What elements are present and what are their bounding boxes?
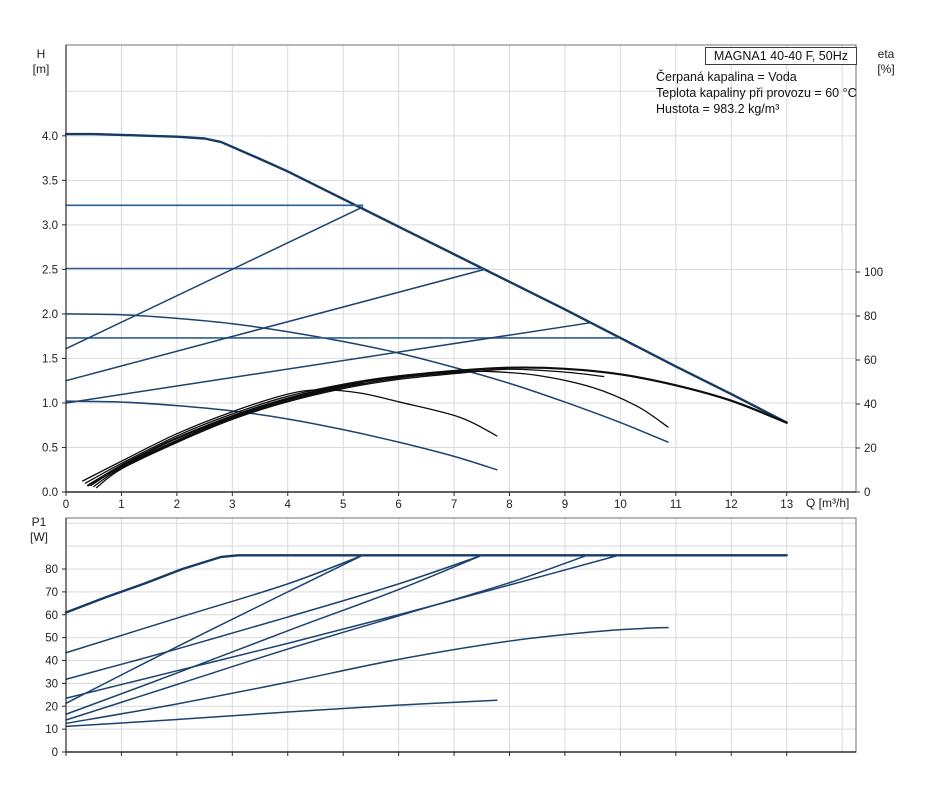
prop-pressure-2.5m bbox=[65, 268, 486, 382]
y-tick-label-left: 30 bbox=[45, 678, 58, 690]
max-speed-curve bbox=[64, 132, 788, 424]
fluid-info-line: Hustota = 983.2 kg/m³ bbox=[656, 102, 780, 116]
x-tick-label: 2 bbox=[174, 499, 180, 511]
y-tick-label-left: 4.0 bbox=[42, 131, 58, 143]
q-axis-label: Q [m³/h] bbox=[806, 496, 850, 510]
x-tick-label: 13 bbox=[780, 499, 793, 511]
eta-axis-title: eta [%] bbox=[869, 47, 903, 77]
x-tick-label: 7 bbox=[451, 499, 457, 511]
fluid-info-line: Teplota kapaliny při provozu = 60 °C bbox=[656, 86, 857, 100]
y-tick-label-left: 80 bbox=[45, 564, 58, 576]
y-tick-label-right: 80 bbox=[864, 311, 877, 323]
h-axis-unit: [m] bbox=[32, 62, 50, 76]
power-prop-3.2m bbox=[65, 554, 364, 705]
h-axis-label: H bbox=[36, 47, 46, 61]
power-min-speed bbox=[65, 699, 498, 728]
eta-axis-label: eta bbox=[877, 47, 895, 61]
y-tick-label-right: 60 bbox=[864, 355, 877, 367]
eta-axis-unit: [%] bbox=[877, 62, 895, 76]
x-tick-label: 10 bbox=[614, 499, 627, 511]
y-tick-label-right: 40 bbox=[864, 399, 877, 411]
x-tick-label: 1 bbox=[118, 499, 124, 511]
mid-speed-curve bbox=[65, 313, 669, 443]
y-tick-label-left: 1.0 bbox=[42, 398, 58, 410]
y-tick-label-left: 0.5 bbox=[42, 442, 58, 454]
x-tick-label: 4 bbox=[285, 499, 292, 511]
p1-axis-unit: [W] bbox=[30, 530, 48, 544]
x-tick-label: 0 bbox=[63, 499, 69, 511]
y-tick-label-left: 10 bbox=[45, 724, 58, 736]
p1-axis-title: P1 [W] bbox=[22, 515, 56, 545]
x-tick-label: 5 bbox=[340, 499, 346, 511]
x-tick-label: 12 bbox=[725, 499, 738, 511]
x-tick-label: 8 bbox=[506, 499, 512, 511]
eta-const-3.2m bbox=[90, 382, 364, 487]
x-tick-label: 11 bbox=[670, 499, 682, 511]
x-tick-label: 9 bbox=[562, 499, 568, 511]
y-tick-label-left: 2.0 bbox=[42, 309, 58, 321]
prop-pressure-1.7m bbox=[65, 322, 591, 404]
y-tick-label-left: 50 bbox=[45, 633, 58, 645]
plot-frame bbox=[65, 517, 857, 753]
y-tick-label-left: 60 bbox=[45, 610, 58, 622]
y-tick-label-left: 40 bbox=[45, 656, 58, 668]
eta-mid-speed bbox=[84, 370, 669, 484]
y-tick-label-right: 100 bbox=[864, 267, 883, 279]
y-tick-label-left: 3.0 bbox=[42, 220, 58, 232]
h-axis-title: H [m] bbox=[26, 47, 56, 77]
x-tick-label: 3 bbox=[229, 499, 235, 511]
y-tick-label-left: 3.5 bbox=[42, 175, 58, 187]
eta-const-1.7m bbox=[95, 368, 605, 489]
power-prop-1.7m bbox=[65, 554, 588, 721]
prop-pressure-3.2m bbox=[65, 206, 364, 350]
x-tick-label: 6 bbox=[395, 499, 401, 511]
eta-max-speed bbox=[87, 366, 788, 487]
y-tick-label-right: 0 bbox=[864, 487, 870, 499]
y-tick-label-left: 2.5 bbox=[42, 264, 58, 276]
y-tick-label-right: 20 bbox=[864, 443, 877, 455]
hq-plot: 0 1 2 3 4 5 6 7 8 9 10 11 12 130.00.51.01.52.02.53.03… bbox=[42, 44, 883, 511]
y-tick-label-left: 0.0 bbox=[42, 487, 58, 499]
eta-min-speed bbox=[81, 389, 498, 482]
power-const-3.2m bbox=[65, 554, 364, 654]
y-tick-label-left: 70 bbox=[45, 587, 58, 599]
fluid-info-block: Čerpaná kapalina = Voda Teplota kapaliny… bbox=[656, 69, 857, 117]
min-speed-curve bbox=[65, 400, 498, 471]
p1-axis-label: P1 bbox=[31, 515, 47, 529]
p1-plot: 0 10 20 30 40 50 60 70 80 bbox=[45, 517, 857, 759]
pump-model-title: MAGNA1 40-40 F, 50Hz bbox=[704, 47, 857, 65]
power-mid-speed bbox=[65, 626, 669, 725]
power-prop-2.5m bbox=[65, 554, 483, 716]
power-const-1.7m bbox=[65, 554, 620, 699]
power-max-speed bbox=[64, 554, 788, 614]
power-const-2.5m bbox=[65, 554, 483, 681]
fluid-info-line: Čerpaná kapalina = Voda bbox=[656, 70, 797, 84]
y-tick-label-left: 1.5 bbox=[42, 353, 58, 365]
y-tick-label-left: 0 bbox=[52, 747, 58, 759]
eta-const-2.5m bbox=[93, 370, 486, 488]
y-tick-label-left: 20 bbox=[45, 701, 58, 713]
